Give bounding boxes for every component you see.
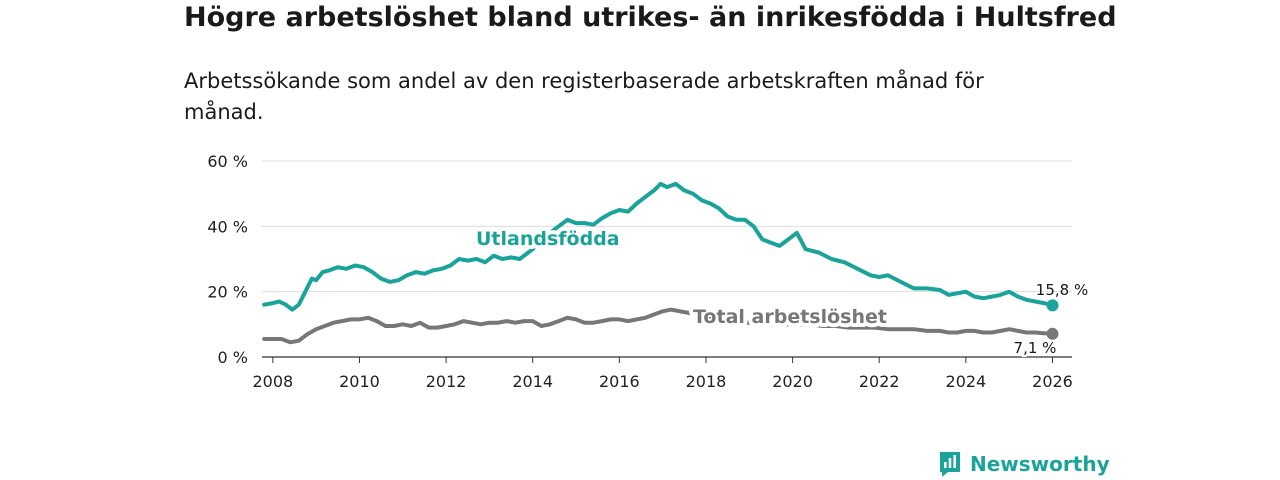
x-tick-label: 2018 — [686, 372, 727, 391]
y-tick-label: 40 % — [207, 217, 248, 236]
end-point-utlandsfodda — [1046, 299, 1059, 312]
end-point-total-arbetsloshet — [1046, 327, 1059, 340]
series-line-utlandsfodda — [262, 181, 1055, 312]
series-label-total: Total arbetslöshet — [693, 306, 887, 328]
x-tick-label: 2008 — [252, 372, 293, 391]
end-label-total: 7,1 % — [1014, 339, 1057, 357]
x-tick-label: 2010 — [339, 372, 380, 391]
y-tick-label: 20 % — [207, 283, 248, 302]
x-tick-label: 2024 — [946, 372, 987, 391]
x-tick-label: 2022 — [859, 372, 900, 391]
x-tick-label: 2016 — [599, 372, 640, 391]
series-line-total-arbetsloshet — [262, 307, 1055, 345]
chart-title: Högre arbetslöshet bland utrikes- än inr… — [184, 2, 1117, 33]
series-lines — [262, 181, 1059, 345]
x-tick-label: 2014 — [512, 372, 553, 391]
x-tick-label: 2012 — [426, 372, 467, 391]
y-tick-label: 0 % — [218, 348, 248, 367]
series-label-utlandsfodda-halo: Utlandsfödda — [476, 228, 620, 250]
series-label-total-halo: Total arbetslöshet — [693, 306, 887, 328]
series-label-utlandsfodda: Utlandsfödda — [476, 228, 620, 250]
x-axis-ticks: 2008 2010 2012 2014 2016 2018 2020 2022 2024 2026 — [252, 357, 1073, 391]
chart-subtitle: Arbetssökande som andel av den registerb… — [184, 69, 984, 124]
brand-name: Newsworthy — [970, 452, 1110, 476]
y-axis-ticks: 0 % 20 % 40 % 60 % — [207, 152, 248, 367]
gridlines — [262, 160, 1072, 358]
x-tick-label: 2026 — [1032, 372, 1073, 391]
end-label-utlandsfodda: 15,8 % — [1036, 281, 1088, 299]
y-tick-label: 60 % — [207, 152, 248, 171]
newsworthy-logo-icon — [940, 452, 960, 477]
x-tick-label: 2020 — [772, 372, 813, 391]
newsworthy-brand: Newsworthy — [938, 450, 1110, 478]
